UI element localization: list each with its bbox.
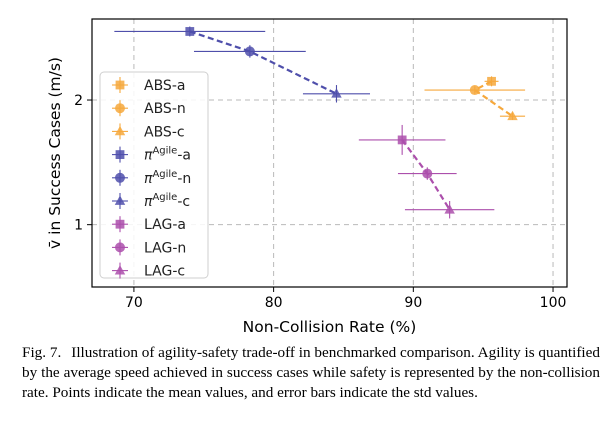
x-axis-label: Non-Collision Rate (%) (243, 318, 417, 336)
legend-marker-square (115, 219, 125, 229)
legend-marker-triangle (114, 195, 126, 205)
legend-label-base: LAG (144, 264, 172, 280)
legend-label-suffix: -a (177, 148, 191, 164)
data-point-square (487, 76, 496, 86)
legend-label-base: π (144, 194, 153, 210)
legend-marker-triangle (114, 125, 126, 136)
legend-item: LAG-c (112, 262, 185, 280)
y-axis-label: v̄ in Success Cases (m/s) (46, 57, 64, 249)
x-tick-label: 100 (540, 295, 567, 311)
legend-item: πAgile-c (112, 192, 190, 210)
y-tick-label: 2 (74, 93, 83, 109)
grid-lines (92, 19, 567, 287)
legend-item: LAG-n (112, 239, 186, 256)
legend-box (99, 71, 209, 279)
series-group (424, 76, 526, 121)
legend-label: LAG-c (144, 264, 185, 280)
legend-marker-circle (115, 172, 125, 183)
legend-label-base: ABS (144, 101, 172, 117)
legend-label-superscript: Agile (152, 192, 177, 203)
legend-label: πAgile-n (144, 169, 191, 187)
y-tick-label: 1 (74, 218, 83, 234)
data-point-triangle (331, 88, 342, 98)
legend-label-suffix: -n (172, 240, 186, 256)
legend-label-base: LAG (144, 240, 172, 256)
legend-marker-square (115, 150, 125, 159)
legend-label-suffix: -a (172, 217, 186, 233)
data-series (114, 26, 526, 219)
legend: ABS-aABS-nABS-cπAgile-aπAgile-nπAgile-cL… (99, 71, 209, 280)
legend-label: LAG-a (144, 217, 186, 233)
series-trend-line (472, 80, 514, 118)
legend-label-suffix: -c (172, 124, 185, 140)
plot-frame (91, 18, 568, 288)
legend-item: ABS-n (112, 100, 186, 117)
legend-label: ABS-n (144, 101, 186, 117)
caption-text: Illustration of agility-safety trade-off… (22, 344, 600, 401)
legend-label: ABS-c (144, 124, 185, 140)
legend-label-base: ABS (144, 78, 172, 94)
legend-label-superscript: Agile (152, 146, 177, 157)
legend-label-suffix: -n (172, 101, 186, 117)
data-point-circle (244, 46, 255, 57)
x-tick-label: 90 (404, 295, 422, 311)
data-point-square (185, 27, 195, 36)
legend-item: ABS-c (112, 123, 185, 140)
legend-marker-circle (115, 103, 125, 114)
legend-label-superscript: Agile (152, 169, 177, 180)
data-point-circle (422, 168, 433, 179)
legend-item: ABS-a (112, 77, 185, 94)
legend-marker-triangle (114, 265, 126, 275)
legend-label-suffix: -c (172, 264, 185, 280)
caption-label: Fig. 7. (22, 344, 62, 361)
legend-label: πAgile-a (144, 146, 191, 164)
legend-label-suffix: -n (177, 171, 191, 187)
series-group (114, 26, 371, 103)
chart: 70 80 90 100 1 2 Non-Collision Rate (%) v̄ in… (46, 18, 568, 336)
legend-label: πAgile-c (144, 192, 190, 210)
series-group (358, 124, 495, 219)
legend-marker-circle (115, 242, 125, 253)
data-point-square (397, 135, 407, 145)
legend-label-base: π (144, 148, 153, 164)
x-tick-label: 80 (265, 295, 283, 311)
series-trend-line (189, 30, 337, 95)
axis-ticks: 70 80 90 100 1 2 (74, 93, 566, 311)
x-tick-label: 70 (125, 295, 143, 311)
legend-item: πAgile-a (112, 146, 191, 164)
legend-item: LAG-a (112, 216, 186, 233)
legend-marker-square (115, 80, 125, 90)
legend-label-base: LAG (144, 217, 172, 233)
legend-label: ABS-a (144, 78, 185, 94)
legend-label-suffix: -a (172, 78, 186, 94)
data-point-triangle (507, 110, 518, 121)
legend-label-base: ABS (144, 124, 172, 140)
figure-caption: Fig. 7. Illustration of agility-safety tr… (22, 343, 600, 403)
data-point-circle (469, 85, 480, 96)
legend-label-suffix: -c (177, 194, 190, 210)
legend-label: LAG-n (144, 240, 186, 256)
legend-item: πAgile-n (112, 169, 191, 187)
data-point-triangle (444, 204, 455, 214)
legend-label-base: π (144, 171, 153, 187)
